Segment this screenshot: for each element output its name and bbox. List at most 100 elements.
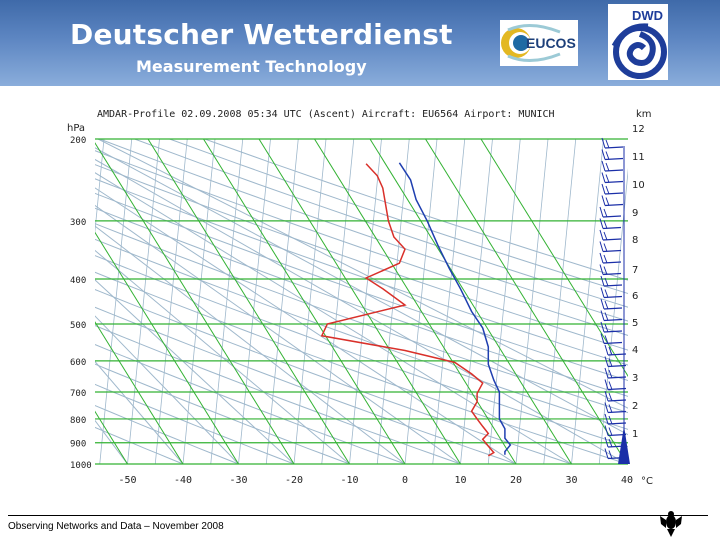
x-tick-label: 0 bbox=[402, 475, 408, 486]
wind-barb-flag bbox=[604, 356, 609, 367]
mixing-line bbox=[404, 139, 438, 464]
wind-barb bbox=[603, 330, 623, 333]
x-tick-label: -40 bbox=[174, 475, 192, 486]
chart-title: AMDAR-Profile 02.09.2008 05:34 UTC (Asce… bbox=[97, 109, 555, 120]
height-tick-label: 5 bbox=[632, 318, 638, 329]
x-tick-label: -20 bbox=[285, 475, 303, 486]
moist-adiabat bbox=[95, 204, 461, 464]
wind-barb bbox=[602, 226, 622, 230]
dry-adiabat bbox=[95, 426, 184, 464]
wind-barb bbox=[602, 249, 622, 253]
dry-adiabat bbox=[99, 139, 628, 322]
wind-barb bbox=[603, 318, 623, 322]
wind-barb bbox=[604, 157, 624, 161]
wind-barb-flag bbox=[604, 436, 609, 448]
left-axis-label: hPa bbox=[67, 123, 85, 134]
wind-barb-flag bbox=[603, 220, 608, 229]
mixing-line bbox=[543, 139, 577, 464]
x-tick-label: 20 bbox=[510, 475, 522, 486]
wind-barb-flag bbox=[600, 287, 605, 298]
wind-barb-flag bbox=[603, 266, 608, 275]
pressure-tick-label: 1000 bbox=[70, 461, 92, 471]
mixing-line bbox=[460, 139, 493, 464]
moist-adiabat bbox=[97, 139, 628, 409]
wind-barb-flag bbox=[608, 369, 613, 379]
height-tick-label: 7 bbox=[632, 265, 638, 276]
wind-barb bbox=[607, 399, 627, 402]
federal-eagle-icon bbox=[660, 511, 682, 537]
dry-adiabat bbox=[95, 363, 350, 464]
pressure-tick-label: 400 bbox=[70, 276, 86, 286]
mixing-line bbox=[432, 139, 466, 464]
x-tick-label: 40 bbox=[621, 475, 633, 486]
dry-adiabat bbox=[95, 150, 628, 336]
dry-adiabat bbox=[169, 139, 628, 295]
wind-barb bbox=[607, 387, 627, 391]
wind-barb-flag bbox=[600, 333, 605, 344]
wind-barb-flag bbox=[605, 174, 610, 183]
moist-adiabat bbox=[0, 139, 17, 464]
isotherm bbox=[95, 142, 295, 464]
wind-barb-flag bbox=[604, 312, 609, 321]
wind-barb-flag bbox=[604, 390, 609, 402]
isotherm bbox=[95, 231, 239, 464]
height-tick-label: 11 bbox=[632, 152, 645, 163]
skew-t-diagram: 2003004005006007008009001000121110987654… bbox=[0, 109, 715, 487]
wind-barb-flag bbox=[608, 358, 613, 367]
wind-barb-flag bbox=[600, 298, 605, 310]
temperature-line bbox=[320, 163, 495, 457]
moist-adiabat bbox=[95, 187, 517, 464]
moist-adiabat bbox=[95, 147, 628, 436]
wind-barb-flag bbox=[601, 137, 606, 149]
wind-barb-flag bbox=[603, 231, 608, 241]
wind-barb-flag bbox=[603, 254, 608, 264]
eucos-logo: EUCOS bbox=[500, 20, 578, 66]
wind-barb-flag bbox=[605, 162, 610, 172]
mixing-line bbox=[210, 139, 244, 464]
isotherm bbox=[0, 139, 17, 464]
axis-labels: 2003004005006007008009001000121110987654… bbox=[70, 124, 645, 486]
wind-barb-flag bbox=[599, 218, 604, 229]
mixing-line bbox=[487, 139, 521, 464]
slide-header: Deutscher Wetterdienst Measurement Techn… bbox=[0, 0, 720, 86]
wind-barb bbox=[603, 307, 623, 310]
wind-barb-flag bbox=[604, 402, 609, 413]
isotherm bbox=[258, 139, 461, 464]
mixing-line bbox=[127, 139, 160, 464]
dry-adiabat bbox=[204, 139, 628, 281]
isotherm bbox=[203, 139, 406, 464]
wind-barb-flag bbox=[605, 151, 610, 160]
wind-barb bbox=[604, 192, 624, 195]
slide-title: Deutscher Wetterdienst bbox=[70, 18, 453, 51]
mixing-line bbox=[99, 139, 133, 464]
height-tick-label: 9 bbox=[632, 208, 638, 219]
wind-barb bbox=[604, 203, 624, 207]
x-tick-label: -50 bbox=[118, 475, 136, 486]
dry-adiabat bbox=[95, 404, 239, 464]
height-tick-label: 12 bbox=[632, 124, 645, 135]
wind-barb-flag bbox=[599, 229, 604, 241]
mixing-line bbox=[238, 139, 271, 464]
isobars bbox=[95, 138, 628, 465]
wind-barb-flag bbox=[599, 206, 604, 218]
pressure-tick-label: 200 bbox=[70, 136, 86, 146]
wind-barb-flag bbox=[605, 185, 610, 195]
svg-text:DWD: DWD bbox=[632, 8, 663, 23]
wind-barb-flag bbox=[608, 381, 613, 390]
right-axis-label: km bbox=[636, 109, 652, 120]
wind-barb-flag bbox=[605, 197, 610, 206]
wind-barb bbox=[607, 410, 627, 414]
wind-barb-flag bbox=[601, 160, 606, 172]
moist-adiabat bbox=[95, 279, 295, 464]
wind-barb-flag bbox=[604, 448, 609, 459]
wind-barb-flag bbox=[599, 241, 604, 252]
height-tick-label: 1 bbox=[632, 429, 638, 440]
pressure-tick-label: 300 bbox=[70, 218, 86, 228]
slide-subtitle: Measurement Technology bbox=[136, 57, 367, 76]
mixing-line bbox=[683, 139, 715, 464]
moist-adiabat bbox=[95, 360, 184, 464]
wind-barb-flag bbox=[601, 195, 606, 206]
wind-barb bbox=[607, 422, 627, 425]
isotherm bbox=[314, 139, 517, 464]
pressure-tick-label: 500 bbox=[70, 321, 86, 331]
